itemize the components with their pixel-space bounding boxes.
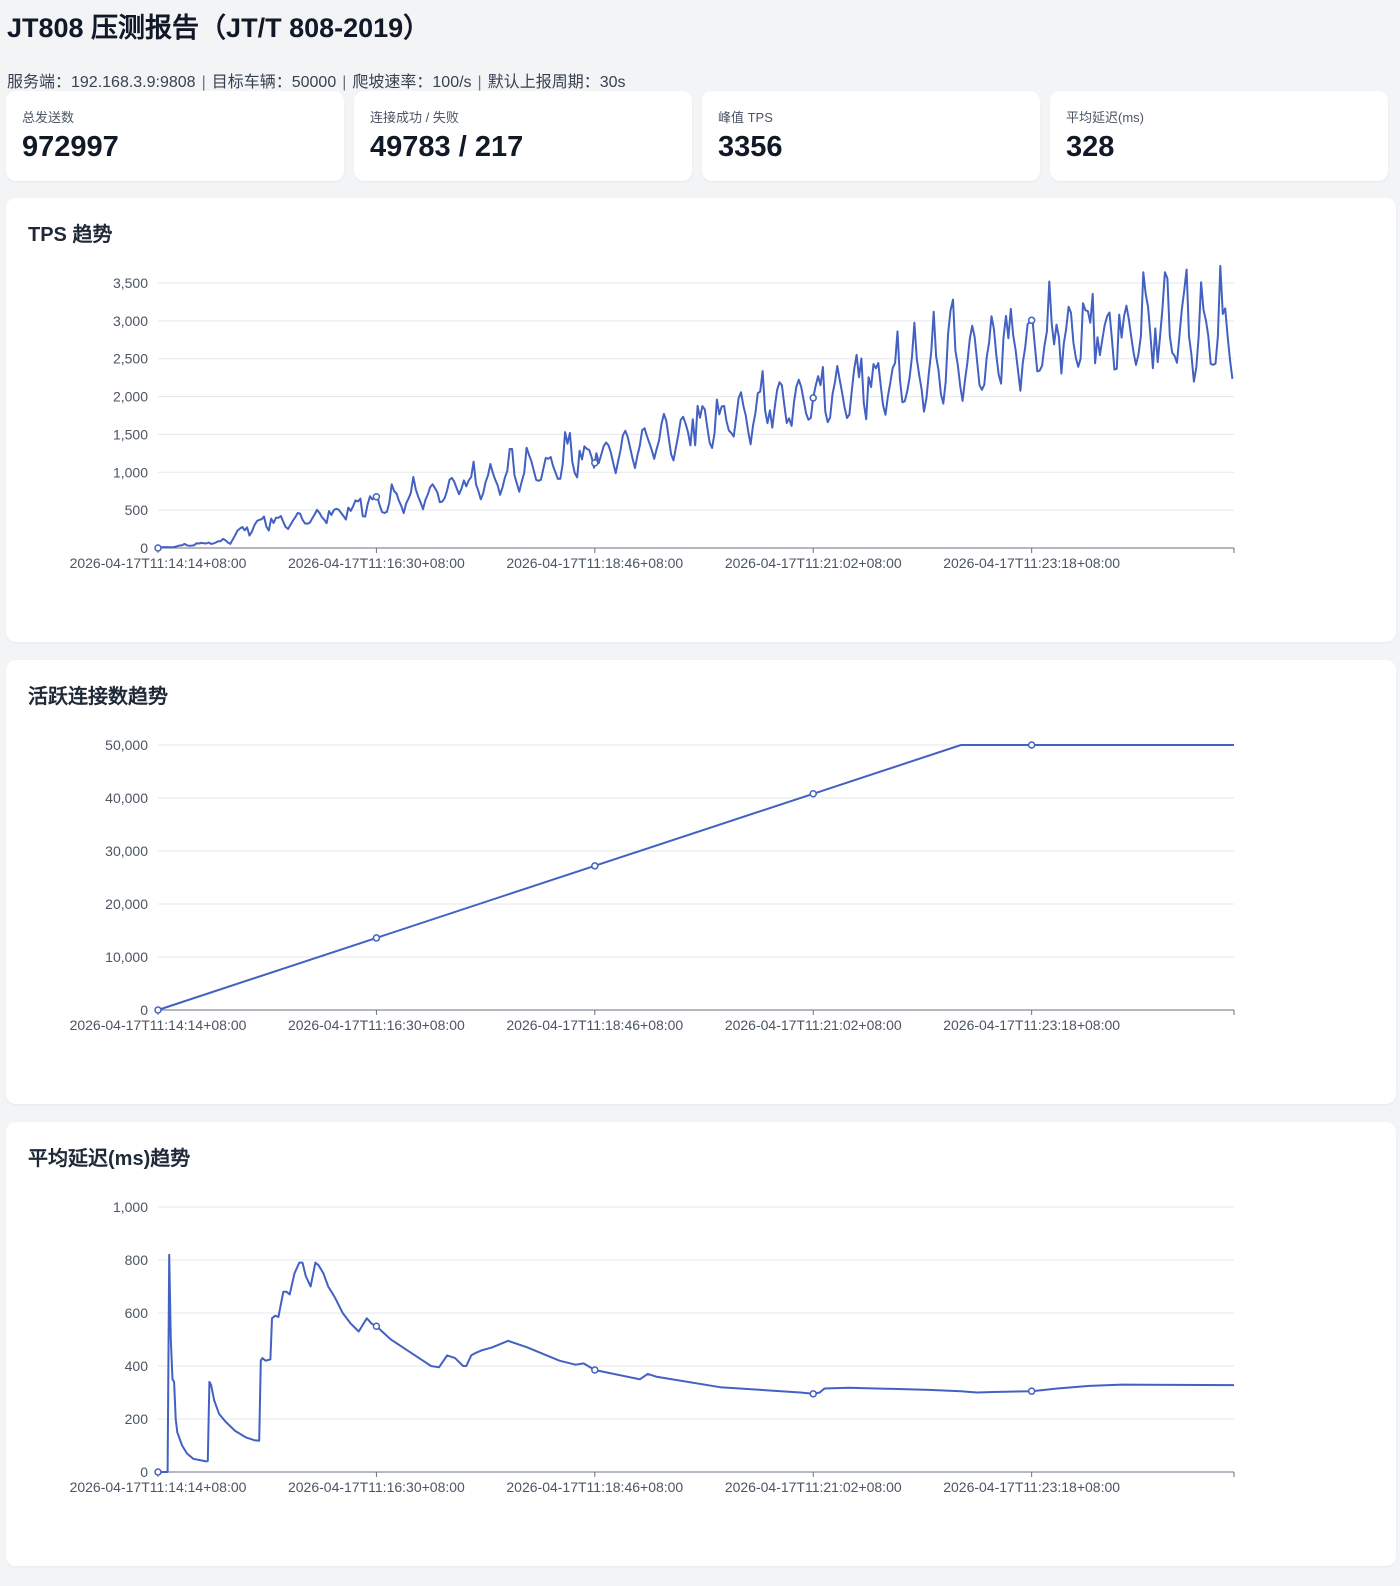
y-tick-label: 0 — [140, 1464, 148, 1480]
x-tick-label: 2026-04-17T11:16:30+08:00 — [288, 1479, 465, 1495]
data-point[interactable] — [809, 790, 817, 798]
x-tick-label: 2026-04-17T11:21:02+08:00 — [725, 1479, 902, 1495]
data-point[interactable] — [372, 493, 381, 501]
y-tick-label: 1,500 — [113, 426, 148, 442]
data-point[interactable] — [154, 544, 162, 552]
kpi-card-peak-tps: 峰值 TPS 3356 — [702, 91, 1040, 181]
y-tick-label: 0 — [140, 1002, 148, 1018]
y-tick-label: 50,000 — [105, 737, 148, 753]
series-line — [157, 744, 1234, 1011]
x-tick-label: 2026-04-17T11:14:14+08:00 — [70, 1017, 247, 1033]
meta-ramp-rate: 爬坡速率：100/s — [352, 74, 472, 91]
x-tick-label: 2026-04-17T11:16:30+08:00 — [288, 1017, 465, 1033]
chart-title: 平均延迟(ms)趋势 — [28, 1148, 191, 1170]
y-tick-label: 1,000 — [113, 1199, 148, 1215]
data-point[interactable] — [372, 934, 381, 942]
x-tick-label: 2026-04-17T11:14:14+08:00 — [70, 555, 247, 571]
data-point[interactable] — [1027, 316, 1036, 325]
kpi-value: 328 — [1066, 131, 1115, 163]
x-tick-label: 2026-04-17T11:23:18+08:00 — [943, 1479, 1120, 1495]
x-tick-label: 2026-04-17T11:23:18+08:00 — [943, 555, 1120, 571]
tps-line-chart: 0 500 1,000 1,500 2,000 2,500 3,000 3,500 2026-0… — [70, 264, 1235, 571]
y-tick-label: 500 — [125, 502, 149, 518]
y-tick-label: 2,500 — [113, 351, 148, 367]
meta-server: 服务端：192.168.3.9:9808 — [7, 74, 196, 91]
meta-report-interval: 默认上报周期：30s — [487, 74, 626, 91]
kpi-row: 总发送数 972997 连接成功 / 失败 49783 / 217 峰值 TPS… — [6, 91, 1396, 181]
tps-chart-panel: TPS 趋势 0 500 1,000 1,500 2,000 2,500 3,000 3,50… — [6, 198, 1396, 642]
y-tick-label: 1,000 — [113, 464, 148, 480]
data-point[interactable] — [154, 1468, 162, 1476]
kpi-label: 总发送数 — [22, 110, 75, 125]
data-point[interactable] — [809, 394, 817, 402]
connections-chart-panel: 活跃连接数趋势 0 10,000 20,000 30,000 40,000 50,000 2… — [6, 660, 1396, 1104]
x-tick-label: 2026-04-17T11:14:14+08:00 — [70, 1479, 247, 1495]
report-meta: 服务端：192.168.3.9:9808 | 目标车辆：50000 | 爬坡速率：100… — [7, 68, 626, 92]
x-tick-label: 2026-04-17T11:18:46+08:00 — [506, 1479, 683, 1495]
x-tick-label: 2026-04-17T11:21:02+08:00 — [725, 555, 902, 571]
kpi-label: 峰值 TPS — [718, 110, 773, 125]
x-tick-label: 2026-04-17T11:21:02+08:00 — [725, 1017, 902, 1033]
meta-target-vehicles: 目标车辆：50000 — [211, 74, 337, 91]
data-point[interactable] — [1027, 1387, 1036, 1395]
data-point[interactable] — [1027, 741, 1036, 749]
y-tick-label: 20,000 — [105, 896, 148, 912]
x-tick-label: 2026-04-17T11:18:46+08:00 — [506, 555, 683, 571]
meta-separator: | — [477, 74, 482, 91]
y-tick-label: 600 — [125, 1305, 149, 1321]
meta-separator: | — [201, 74, 206, 91]
chart-title: 活跃连接数趋势 — [28, 686, 168, 708]
y-tick-label: 40,000 — [105, 790, 148, 806]
kpi-card-avg-latency: 平均延迟(ms) 328 — [1050, 91, 1388, 181]
connections-line-chart: 0 10,000 20,000 30,000 40,000 50,000 2026-04-1… — [70, 737, 1235, 1033]
series-line — [157, 264, 1234, 549]
latency-chart-panel: 平均延迟(ms)趋势 0 200 400 600 800 1,000 2026-04-17T… — [6, 1122, 1396, 1566]
y-tick-label: 400 — [125, 1358, 149, 1374]
kpi-card-connections: 连接成功 / 失败 49783 / 217 — [354, 91, 692, 181]
data-point[interactable] — [591, 1366, 599, 1374]
kpi-value: 49783 / 217 — [370, 131, 524, 163]
y-tick-label: 30,000 — [105, 843, 148, 859]
page-title: JT808 压测报告（JT/T 808-2019） — [7, 13, 431, 43]
kpi-value: 3356 — [718, 131, 783, 163]
x-tick-label: 2026-04-17T11:18:46+08:00 — [506, 1017, 683, 1033]
chart-title: TPS 趋势 — [28, 224, 113, 246]
kpi-card-total-sent: 总发送数 972997 — [6, 91, 344, 181]
y-tick-label: 3,000 — [113, 313, 148, 329]
latency-line-chart: 0 200 400 600 800 1,000 2026-04-17T11:14:14+08… — [70, 1199, 1235, 1495]
x-tick-label: 2026-04-17T11:23:18+08:00 — [943, 1017, 1120, 1033]
y-tick-label: 2,000 — [113, 389, 148, 405]
series-line — [158, 1253, 1235, 1473]
kpi-label: 连接成功 / 失败 — [370, 110, 459, 125]
meta-separator: | — [342, 74, 347, 91]
y-tick-label: 10,000 — [105, 949, 148, 965]
data-point[interactable] — [372, 1322, 381, 1330]
y-tick-label: 200 — [125, 1411, 149, 1427]
y-tick-label: 3,500 — [113, 275, 148, 291]
kpi-label: 平均延迟(ms) — [1066, 110, 1144, 125]
data-point[interactable] — [809, 1390, 817, 1398]
data-point[interactable] — [591, 862, 599, 870]
kpi-value: 972997 — [22, 131, 119, 163]
x-tick-label: 2026-04-17T11:16:30+08:00 — [288, 555, 465, 571]
data-point[interactable] — [154, 1006, 162, 1014]
y-tick-label: 800 — [125, 1252, 149, 1268]
y-tick-label: 0 — [140, 540, 148, 556]
data-point[interactable] — [591, 459, 599, 467]
